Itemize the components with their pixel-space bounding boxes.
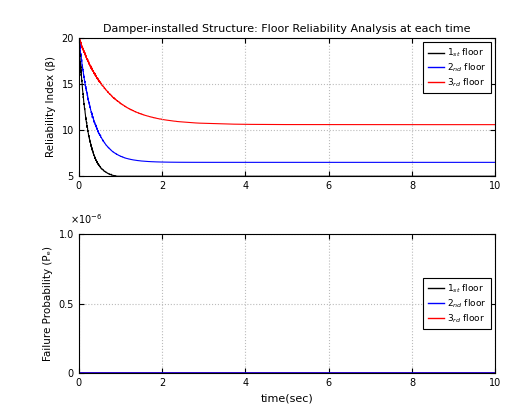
Legend: $1_{st}$ floor, $2_{nd}$ floor, $3_{rd}$ floor: $1_{st}$ floor, $2_{nd}$ floor, $3_{rd}$… [423,42,491,93]
Y-axis label: Failure Probability (Pₑ): Failure Probability (Pₑ) [43,246,53,361]
Text: $\times10^{-6}$: $\times10^{-6}$ [71,212,103,226]
Y-axis label: Reliability Index (β): Reliability Index (β) [46,57,56,158]
Legend: $1_{st}$ floor, $2_{nd}$ floor, $3_{rd}$ floor: $1_{st}$ floor, $2_{nd}$ floor, $3_{rd}$… [423,278,491,329]
Title: Damper-installed Structure: Floor Reliability Analysis at each time: Damper-installed Structure: Floor Reliab… [103,24,471,34]
X-axis label: time(sec): time(sec) [261,393,313,403]
